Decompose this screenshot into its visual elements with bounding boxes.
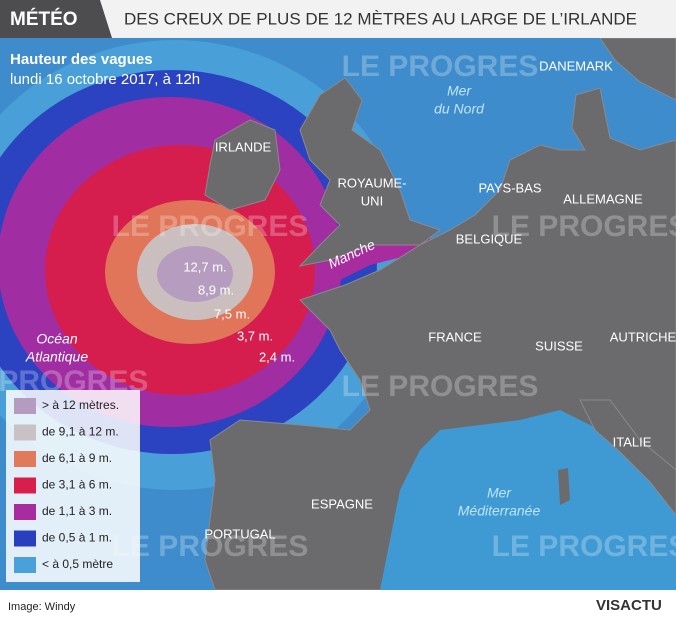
legend-label: de 9,1 à 12 m. (42, 425, 119, 439)
legend-swatch (14, 477, 36, 494)
country-label: PORTUGAL (204, 526, 275, 541)
watermark: LE PROGRES (112, 530, 309, 563)
watermark: LE PROGRES (342, 370, 539, 403)
ireland (204, 119, 281, 211)
country-label: ESPAGNE (311, 496, 373, 511)
country-label: ROYAUME- (337, 175, 406, 190)
legend-swatch (14, 451, 36, 467)
country-label: PAYS-BAS (478, 180, 541, 195)
header-tag: MÉTÉO (10, 8, 78, 30)
mediterranean (380, 410, 676, 590)
footer-logo: VISACTU (596, 597, 662, 614)
sea-label: Océan (36, 331, 77, 347)
subtitle-date: lundi 16 octobre 2017, à 12h (10, 71, 200, 88)
watermark: LE PROGRES (492, 210, 676, 243)
legend-label: > à 12 mètres. (42, 398, 119, 412)
sea-label: Mer (487, 485, 512, 501)
sea-label: Mer (447, 83, 472, 99)
legend-swatch (14, 557, 36, 573)
legend-label: de 0,5 à 1 m. (42, 531, 112, 545)
legend-label: de 3,1 à 6 m. (42, 478, 112, 492)
legend-label: de 1,1 à 3 m. (42, 504, 112, 518)
sea-label: Atlantique (25, 349, 88, 365)
corsica-sardinia (558, 468, 570, 505)
watermark: LE PROGRES (112, 210, 309, 243)
subtitle: Hauteur des vagues (10, 51, 153, 68)
country-label: BELGIQUE (456, 231, 523, 246)
watermark: LE PROGRES (492, 530, 676, 563)
header-title: DES CREUX DE PLUS DE 12 MÈTRES AU LARGE … (124, 9, 637, 28)
italy (579, 399, 676, 516)
footer-bar (0, 590, 676, 620)
country-label: FRANCE (428, 329, 482, 344)
legend-swatch (14, 530, 36, 547)
header-bar (0, 0, 676, 38)
wave-height-label: 8,9 m. (198, 282, 234, 297)
country-label: SUISSE (535, 338, 583, 353)
country-label: IRLANDE (215, 139, 272, 154)
country-label: UNI (361, 193, 383, 208)
wave-zone (157, 246, 233, 302)
labels: LE PROGRES LE PROGRES LE PROGRES LE PROGRES… (0, 50, 676, 582)
country-label: ITALIE (613, 434, 652, 449)
wave-height-label: 12,7 m. (183, 259, 226, 274)
footer-credit: Image: Windy (8, 601, 76, 613)
wave-height-label: 2,4 m. (259, 349, 295, 364)
legend-label: < à 0,5 mètre (42, 557, 113, 571)
header-tag-bg (0, 0, 112, 38)
legend-swatch (14, 504, 36, 520)
legend-swatch (14, 424, 36, 441)
country-label: DANEMARK (539, 58, 613, 73)
sea-label: du Nord (434, 101, 485, 117)
sea-label: Méditerranée (458, 503, 541, 519)
country-label: ALLEMAGNE (563, 191, 643, 206)
wave-height-label: 7,5 m. (214, 306, 250, 321)
country-label: AUTRICHE (610, 329, 676, 344)
wave-height-label: 3,7 m. (237, 328, 273, 343)
watermark: LE PROGRES (342, 50, 539, 83)
great-britain (298, 77, 442, 267)
legend-label: de 6,1 à 9 m. (42, 451, 112, 465)
legend-swatch (14, 398, 36, 414)
